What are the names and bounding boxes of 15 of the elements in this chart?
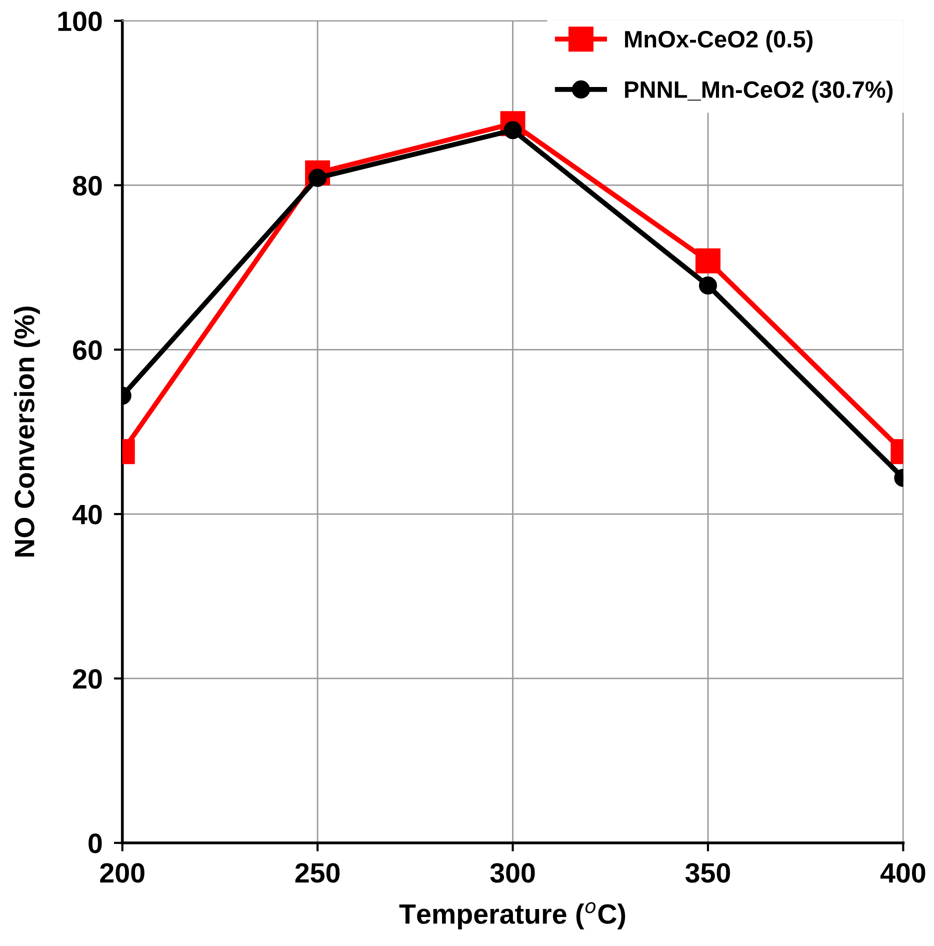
legend-label: MnOx-CeO2 (0.5) (625, 30, 813, 52)
x-tick-label: 200 (100, 863, 144, 883)
y-tick-label: 80 (72, 176, 102, 196)
y-tick-label: 20 (72, 669, 102, 689)
y-tick-label: 100 (58, 11, 102, 32)
x-axis-title: Temperature ($^{o}$C) (399, 902, 626, 930)
x-tick-label: 250 (295, 863, 340, 883)
y-tick-label: 0 (88, 834, 102, 854)
legend-label: PNNL_Mn-CeO2 (30.7%) (625, 80, 893, 103)
y-tick-label: 60 (73, 340, 102, 360)
x-tick-label: 350 (685, 863, 730, 883)
x-tick-label: 400 (880, 863, 926, 883)
x-tick-label: 300 (490, 863, 535, 883)
y-tick-label: 40 (72, 504, 102, 524)
y-axis-title: NO Conversion (%) (14, 306, 40, 557)
